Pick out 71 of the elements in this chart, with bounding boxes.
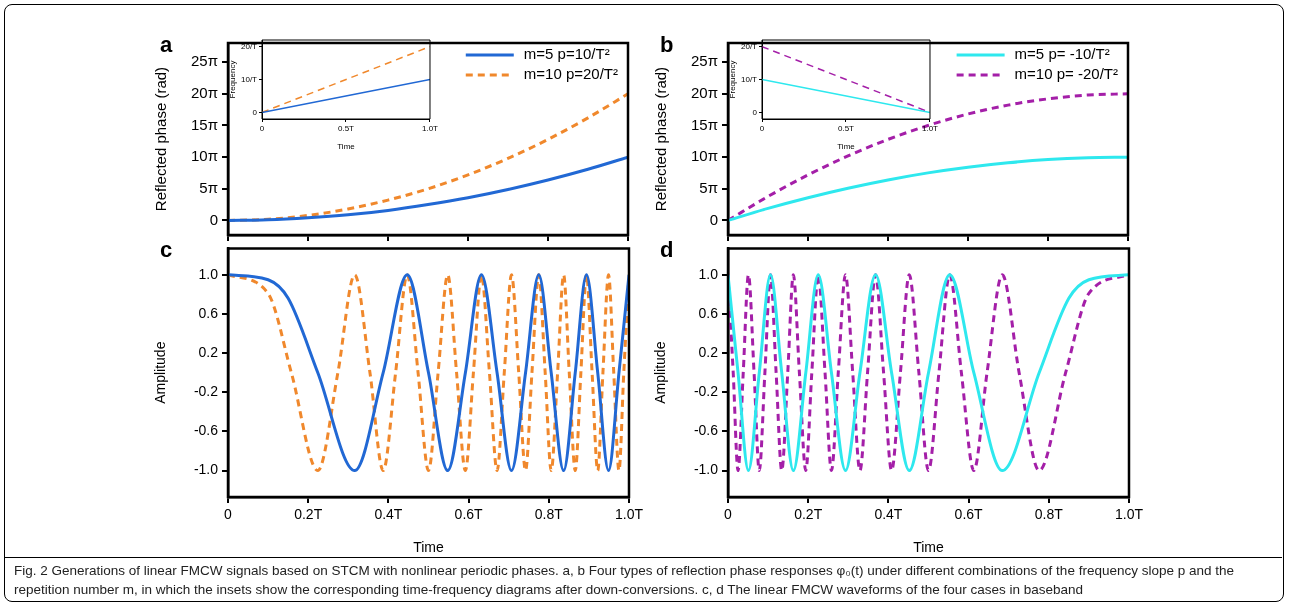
y-tick-label: 0.6: [198, 304, 219, 321]
y-tick-label: 25π: [690, 52, 718, 70]
chart-title: a: [160, 32, 173, 58]
line-series: [728, 273, 1129, 473]
x-tick-label: 0.4T: [874, 506, 903, 523]
x-tick-label: 0: [259, 124, 265, 133]
y-tick-label: 20π: [190, 83, 218, 101]
y-tick-label: 0: [752, 107, 758, 117]
x-tick-label: 0: [724, 506, 733, 523]
chart-title: b: [660, 32, 674, 58]
y-tick-label: -1.0: [693, 461, 719, 478]
y-tick-label: -0.2: [693, 383, 719, 400]
x-tick-label: 0.6T: [454, 506, 484, 523]
x-tick-label: 0: [224, 506, 233, 523]
y-axis-title: Amplitude: [152, 341, 169, 404]
y-tick-label: 10/T: [240, 74, 258, 84]
y-tick-label: 20/T: [740, 41, 758, 51]
y-tick-label: -0.6: [693, 422, 719, 439]
y-tick-label: 0.2: [198, 343, 219, 360]
x-tick-label: 0.5T: [837, 124, 855, 133]
y-tick-label: 20π: [690, 83, 718, 101]
y-tick-label: 10π: [190, 147, 218, 165]
y-tick-label: 20/T: [240, 41, 258, 51]
x-tick-label: 1.0T: [421, 124, 439, 133]
y-tick-label: -0.6: [193, 422, 219, 439]
y-tick-label: 1.0: [698, 265, 719, 282]
x-tick-label: 0.5T: [337, 124, 355, 133]
y-tick-label: 25π: [190, 52, 218, 70]
caption: Fig. 2 Generations of linear FMCW signals based on STCM with nonlinear periodic phases. a, b Four types of reflection phase responses φ₀(t) under different combinations of the frequency slope p and the repetition number m, in which the insets show the corresponding time-frequency diagrams after down-conversions. c, d The linear FMCW waveforms of the four cases in baseband: [14, 562, 1235, 599]
y-tick-label: 0: [209, 210, 218, 228]
chart-title: c: [160, 237, 173, 263]
line-series: [228, 273, 629, 473]
x-tick-label: 1.0T: [1114, 506, 1144, 523]
y-tick-label: 0: [252, 107, 258, 117]
y-axis-title: Frequency: [728, 60, 737, 99]
y-tick-label: 0.6: [698, 304, 719, 321]
y-axis-title: Frequency: [228, 60, 237, 99]
x-tick-label: 0.2T: [294, 506, 323, 523]
x-tick-label: 0.4T: [374, 506, 403, 523]
y-tick-label: 10π: [690, 147, 718, 165]
line-series: [228, 155, 628, 222]
legend-label: m=10 p=20/T²: [523, 65, 618, 83]
x-tick-label: 0.6T: [954, 506, 984, 523]
x-tick-label: 0.2T: [794, 506, 823, 523]
y-tick-label: -0.2: [193, 383, 219, 400]
x-tick-label: 0: [759, 124, 765, 133]
y-tick-label: 5π: [199, 178, 218, 196]
y-tick-label: 15π: [690, 115, 718, 133]
y-tick-label: 0.2: [698, 343, 719, 360]
chart-title: d: [660, 237, 674, 263]
y-tick-label: 10/T: [740, 74, 758, 84]
y-axis-title: Amplitude: [652, 341, 669, 404]
y-axis-title: Reflected phase (rad): [152, 66, 170, 212]
y-axis-title: Reflected phase (rad): [652, 66, 670, 212]
y-tick-label: -1.0: [193, 461, 219, 478]
x-tick-label: 0.8T: [1034, 506, 1064, 523]
x-axis-title: Time: [913, 539, 944, 556]
legend-label: m=5 p=10/T²: [523, 45, 610, 63]
legend-label: m=5 p= -10/T²: [1014, 45, 1110, 63]
line-series: [728, 155, 1128, 222]
x-axis-title: Time: [337, 142, 356, 152]
x-tick-label: 0.8T: [534, 506, 564, 523]
y-tick-label: 1.0: [198, 265, 219, 282]
legend-label: m=10 p= -20/T²: [1014, 65, 1119, 83]
y-tick-label: 0: [709, 210, 718, 228]
x-axis-title: Time: [837, 142, 856, 152]
x-tick-label: 1.0T: [921, 124, 939, 133]
x-axis-title: Time: [413, 539, 444, 556]
y-tick-label: 5π: [699, 178, 718, 196]
x-tick-label: 1.0T: [614, 506, 644, 523]
y-tick-label: 15π: [190, 115, 218, 133]
